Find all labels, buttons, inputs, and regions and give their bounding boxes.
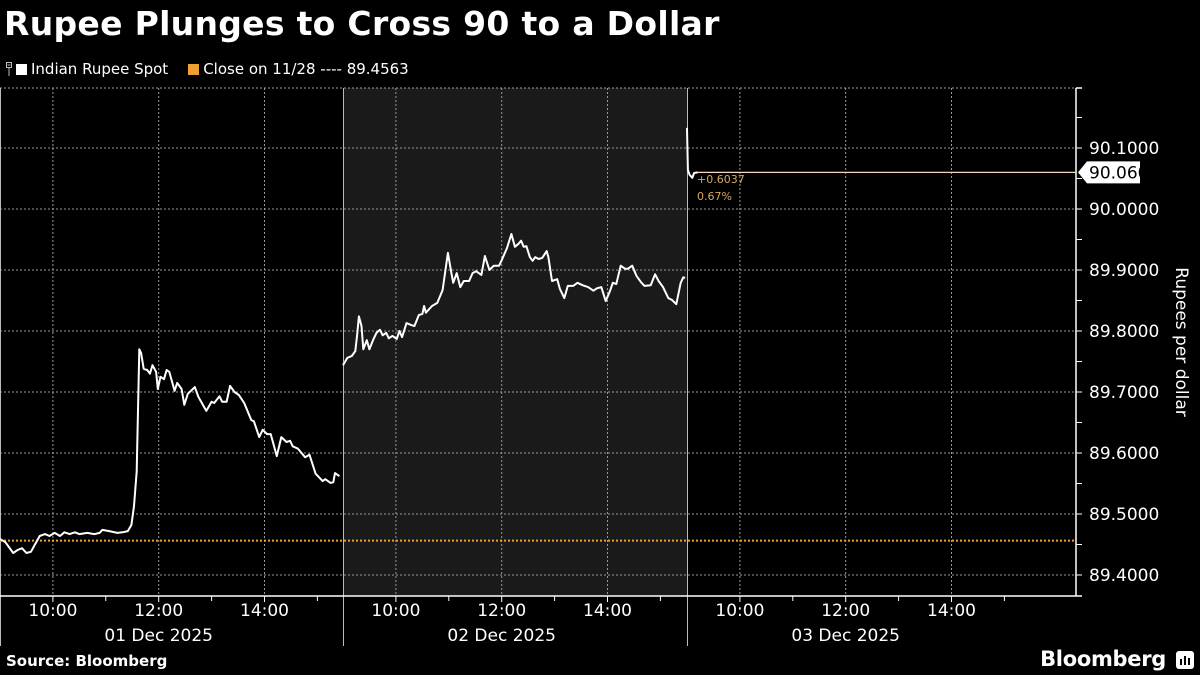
x-tick-label: 12:00 xyxy=(821,601,870,621)
shaded-day-band xyxy=(343,88,687,596)
x-tick-label: 14:00 xyxy=(927,601,976,621)
source-note: Source: Bloomberg xyxy=(6,652,168,670)
chart-title: Rupee Plunges to Cross 90 to a Dollar xyxy=(4,4,720,43)
pin-icon xyxy=(6,62,12,76)
y-tick-label: 89.9000 xyxy=(1089,261,1159,281)
x-tick-label: 12:00 xyxy=(134,601,183,621)
svg-text:90.0600: 90.0600 xyxy=(1089,163,1159,183)
y-tick-label: 89.7000 xyxy=(1089,383,1159,403)
x-tick-label: 10:00 xyxy=(28,601,77,621)
x-tick-label: 10:00 xyxy=(371,601,420,621)
legend-item-rupee-spot[interactable]: Indian Rupee Spot xyxy=(6,60,168,78)
y-tick-label: 90.1000 xyxy=(1089,139,1159,159)
bloomberg-chart-icon xyxy=(1176,651,1194,669)
change-pct-annotation: 0.67% xyxy=(697,190,732,203)
bloomberg-logo: Bloomberg xyxy=(1040,647,1166,671)
y-tick-label: 89.6000 xyxy=(1089,444,1159,464)
change-annotation: +0.6037 xyxy=(697,173,745,186)
x-day-label: 01 Dec 2025 xyxy=(104,626,213,646)
legend-swatch-white xyxy=(16,63,27,75)
legend-label-close: Close on 11/28 ---- 89.4563 xyxy=(203,60,409,78)
y-tick-label: 90.0000 xyxy=(1089,200,1159,220)
y-tick-label: 89.5000 xyxy=(1089,505,1159,525)
last-value-tag: 90.0600 xyxy=(1078,161,1159,184)
x-tick-label: 12:00 xyxy=(477,601,526,621)
rupee-spot-line xyxy=(0,348,340,554)
x-tick-label: 14:00 xyxy=(583,601,632,621)
rupee-spot-line xyxy=(686,127,698,179)
y-tick-label: 89.8000 xyxy=(1089,322,1159,342)
x-tick-label: 10:00 xyxy=(715,601,764,621)
legend-item-close[interactable]: Close on 11/28 ---- 89.4563 xyxy=(188,60,409,78)
rupee-spot-line xyxy=(342,233,686,366)
x-tick-label: 14:00 xyxy=(240,601,289,621)
y-tick-label: 89.4000 xyxy=(1089,566,1159,586)
x-day-label: 02 Dec 2025 xyxy=(447,626,556,646)
x-day-label: 03 Dec 2025 xyxy=(791,626,900,646)
legend-swatch-orange xyxy=(188,63,200,75)
y-axis-title: Rupees per dollar xyxy=(1171,267,1191,416)
legend-label-rupee-spot: Indian Rupee Spot xyxy=(31,60,169,78)
chart-legend: Indian Rupee Spot Close on 11/28 ---- 89… xyxy=(6,60,423,78)
